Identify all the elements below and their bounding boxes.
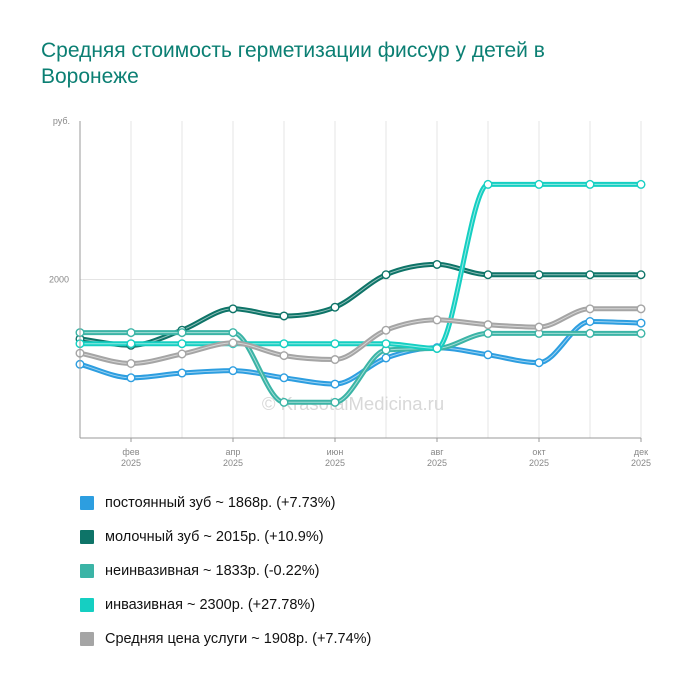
legend-swatch bbox=[80, 530, 94, 544]
x-tick-month: дек bbox=[634, 447, 648, 457]
data-point bbox=[636, 318, 646, 328]
data-point bbox=[279, 351, 289, 361]
data-point bbox=[432, 259, 442, 269]
legend-swatch bbox=[80, 598, 94, 612]
legend-swatch bbox=[80, 632, 94, 646]
data-point bbox=[177, 339, 187, 349]
x-tick-year: 2025 bbox=[121, 458, 141, 468]
data-point bbox=[483, 179, 493, 189]
legend-item[interactable]: инвазивная ~ 2300р. (+27.78%) bbox=[80, 588, 371, 622]
data-point bbox=[330, 379, 340, 389]
data-point bbox=[228, 304, 238, 314]
data-point bbox=[126, 359, 136, 369]
x-tick-month: фев bbox=[122, 447, 139, 457]
legend-swatch bbox=[80, 564, 94, 578]
y-axis-unit-label: руб. bbox=[53, 116, 70, 126]
x-tick-year: 2025 bbox=[529, 458, 549, 468]
data-point bbox=[126, 339, 136, 349]
data-point bbox=[483, 350, 493, 360]
data-point bbox=[585, 317, 595, 327]
x-tick-year: 2025 bbox=[325, 458, 345, 468]
data-point bbox=[381, 353, 391, 363]
data-point bbox=[585, 328, 595, 338]
data-point bbox=[585, 270, 595, 280]
legend-item[interactable]: молочный зуб ~ 2015р. (+10.9%) bbox=[80, 520, 371, 554]
data-point bbox=[585, 304, 595, 314]
data-point bbox=[636, 328, 646, 338]
data-point bbox=[483, 320, 493, 330]
legend: постоянный зуб ~ 1868р. (+7.73%) молочный… bbox=[80, 486, 371, 656]
legend-item[interactable]: Средняя цена услуги ~ 1908р. (+7.74%) bbox=[80, 622, 371, 656]
data-point bbox=[381, 325, 391, 335]
x-tick-year: 2025 bbox=[631, 458, 651, 468]
data-point bbox=[432, 343, 442, 353]
data-point bbox=[126, 328, 136, 338]
data-point bbox=[636, 304, 646, 314]
x-tick-month: апр bbox=[226, 447, 241, 457]
x-tick-year: 2025 bbox=[427, 458, 447, 468]
data-point bbox=[534, 322, 544, 332]
data-point bbox=[432, 315, 442, 325]
data-point bbox=[279, 311, 289, 321]
x-tick-month: окт bbox=[532, 447, 545, 457]
x-tick-year: 2025 bbox=[223, 458, 243, 468]
data-point bbox=[330, 397, 340, 407]
data-point bbox=[330, 355, 340, 365]
data-point bbox=[228, 366, 238, 376]
data-point bbox=[483, 270, 493, 280]
data-point bbox=[636, 270, 646, 280]
data-point bbox=[330, 339, 340, 349]
data-point bbox=[177, 349, 187, 359]
data-point bbox=[483, 328, 493, 338]
legend-item[interactable]: неинвазивная ~ 1833р. (-0.22%) bbox=[80, 554, 371, 588]
series-group bbox=[77, 181, 644, 405]
y-tick-label: 2000 bbox=[49, 275, 69, 285]
grid bbox=[80, 121, 642, 438]
legend-swatch bbox=[80, 496, 94, 510]
data-point bbox=[534, 270, 544, 280]
legend-item[interactable]: постоянный зуб ~ 1868р. (+7.73%) bbox=[80, 486, 371, 520]
data-point bbox=[177, 368, 187, 378]
axes: 2000руб.фев2025апр2025июн2025авг2025окт2… bbox=[49, 116, 651, 468]
legend-label: молочный зуб ~ 2015р. (+10.9%) bbox=[105, 529, 324, 545]
data-point bbox=[126, 373, 136, 383]
legend-label: инвазивная ~ 2300р. (+27.78%) bbox=[105, 597, 316, 613]
legend-label: постоянный зуб ~ 1868р. (+7.73%) bbox=[105, 495, 336, 511]
data-point bbox=[381, 270, 391, 280]
data-point bbox=[534, 358, 544, 368]
data-point bbox=[585, 179, 595, 189]
x-tick-month: авг bbox=[430, 447, 444, 457]
data-point bbox=[279, 373, 289, 383]
data-point bbox=[177, 328, 187, 338]
data-point bbox=[381, 339, 391, 349]
data-point bbox=[534, 179, 544, 189]
data-point bbox=[330, 302, 340, 312]
chart-title: Средняя стоимость герметизации фиссур у … bbox=[41, 39, 545, 88]
data-point bbox=[636, 179, 646, 189]
legend-label: неинвазивная ~ 1833р. (-0.22%) bbox=[105, 563, 320, 579]
data-point bbox=[279, 397, 289, 407]
legend-label: Средняя цена услуги ~ 1908р. (+7.74%) bbox=[105, 631, 372, 647]
data-point bbox=[228, 328, 238, 338]
data-point bbox=[228, 338, 238, 348]
x-tick-month: июн bbox=[327, 447, 344, 457]
watermark: © KrasotaiMedicina.ru bbox=[262, 393, 444, 414]
data-point bbox=[279, 339, 289, 349]
